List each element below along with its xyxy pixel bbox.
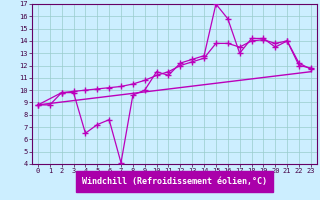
X-axis label: Windchill (Refroidissement éolien,°C): Windchill (Refroidissement éolien,°C) [82, 177, 267, 186]
